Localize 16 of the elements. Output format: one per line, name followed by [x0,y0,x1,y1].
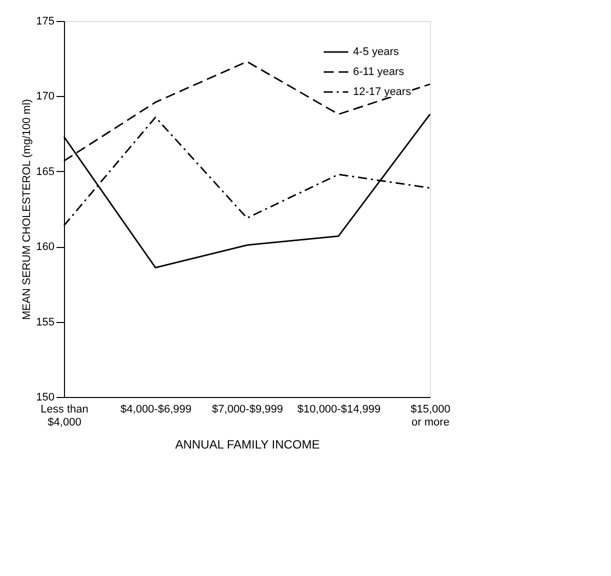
y-tick-label: 160 [36,241,54,254]
y-tick-label: 170 [36,90,54,103]
x-tick-label: Less than $4,000 [40,404,88,428]
y-tick-label: 150 [36,392,54,404]
x-tick-label: $10,000-$14,999 [297,404,381,416]
y-tick-label: 175 [36,16,54,28]
x-tick-label: $4,000-$6,999 [120,404,192,416]
legend-label: 6-11 years [353,66,405,78]
x-tick-label: $15,000 or more [410,404,450,428]
x-axis-title: ANNUAL FAMILY INCOME [175,438,320,452]
y-tick-label: 165 [36,166,54,178]
y-axis-title: MEAN SERUM CHOLESTEROL (mg/100 ml) [21,99,34,320]
y-tick-label: 155 [36,316,54,328]
legend-label: 12-17 years [353,86,412,98]
legend-label: 4-5 years [353,46,400,58]
x-tick-label: $7,000-$9,999 [212,404,283,416]
